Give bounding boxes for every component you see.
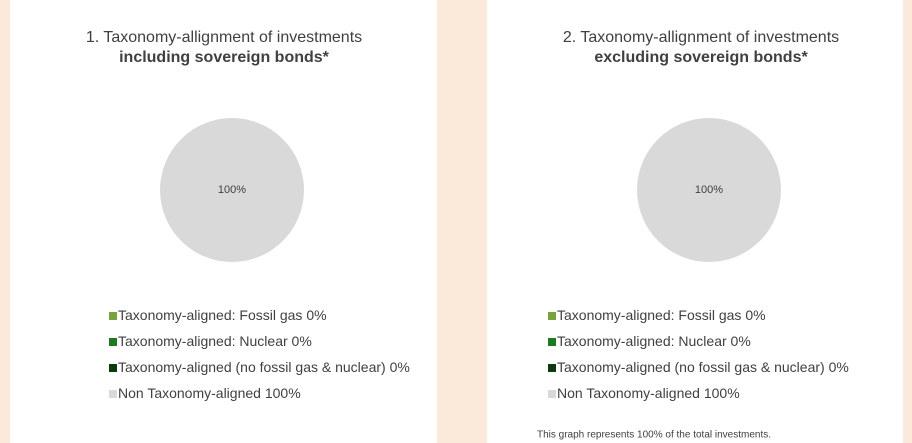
legend-value: 0% <box>306 307 326 323</box>
legend-swatch <box>548 312 556 320</box>
legend-value: 0% <box>745 307 765 323</box>
legend-label: Taxonomy-aligned: Nuclear <box>557 333 727 349</box>
pie-slice <box>160 118 304 262</box>
chart-subtitle: including sovereign bonds* <box>119 49 330 66</box>
legend-entry: Non Taxonomy-aligned 100% <box>118 385 301 401</box>
pie-slice <box>637 118 781 262</box>
legend-label: Taxonomy-aligned (no fossil gas & nuclea… <box>557 359 825 375</box>
legend-swatch <box>109 390 117 398</box>
legend-label: Non Taxonomy-aligned <box>118 385 261 401</box>
legend-swatch <box>109 364 117 372</box>
legend-label: Taxonomy-aligned: Fossil gas <box>118 307 302 323</box>
chart-subtitle: excluding sovereign bonds* <box>594 49 808 66</box>
chart-title: 2. Taxonomy-allignment of investments <box>563 29 839 46</box>
data-label: 100% <box>218 184 246 196</box>
legend-value: 0% <box>390 359 410 375</box>
legend-entry: Taxonomy-aligned: Fossil gas 0% <box>118 307 327 323</box>
legend-value: 0% <box>731 333 751 349</box>
legend-entry: Non Taxonomy-aligned 100% <box>557 385 740 401</box>
legend-value: 0% <box>829 359 849 375</box>
chart-title: 1. Taxonomy-allignment of investments <box>86 29 362 46</box>
legend-label: Taxonomy-aligned: Nuclear <box>118 333 288 349</box>
legend-entry: Taxonomy-aligned (no fossil gas & nuclea… <box>118 359 410 375</box>
legend-swatch <box>548 364 556 372</box>
legend-value: 100% <box>704 385 740 401</box>
legend-swatch <box>109 312 117 320</box>
legend-label: Non Taxonomy-aligned <box>557 385 700 401</box>
legend-entry: Taxonomy-aligned: Fossil gas 0% <box>557 307 766 323</box>
footnote: This graph represents 100% of the total … <box>537 430 771 441</box>
legend-label: Taxonomy-aligned: Fossil gas <box>557 307 741 323</box>
legend-entry: Taxonomy-aligned: Nuclear 0% <box>557 333 751 349</box>
data-label: 100% <box>695 184 723 196</box>
legend-entry: Taxonomy-aligned (no fossil gas & nuclea… <box>557 359 849 375</box>
legend-value: 100% <box>265 385 301 401</box>
legend-swatch <box>548 390 556 398</box>
legend-value: 0% <box>292 333 312 349</box>
legend-swatch <box>548 338 556 346</box>
legend-swatch <box>109 338 117 346</box>
legend-label: Taxonomy-aligned (no fossil gas & nuclea… <box>118 359 386 375</box>
legend-entry: Taxonomy-aligned: Nuclear 0% <box>118 333 312 349</box>
